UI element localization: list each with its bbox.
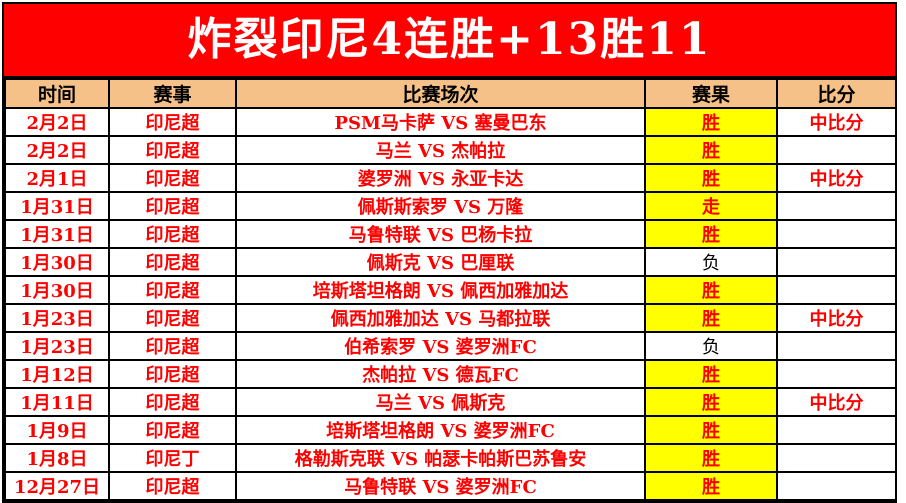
table-row: 1月9日 印尼超 培斯塔坦格朗 VS 婆罗洲FC 胜 (4, 415, 897, 445)
date-cell: 1月12日 (4, 359, 110, 389)
match-cell: 马鲁特联 VS 婆罗洲FC (235, 471, 646, 501)
result-cell: 胜 (644, 107, 778, 137)
date-cell: 1月31日 (4, 219, 110, 249)
table-row: 1月11日 印尼超 马兰 VS 佩斯克 胜 中比分 (4, 387, 897, 417)
league-cell: 印尼丁 (108, 443, 237, 473)
match-cell: 培斯塔坦格朗 VS 婆罗洲FC (235, 415, 646, 445)
score-cell (776, 219, 897, 249)
score-cell: 中比分 (776, 107, 897, 137)
score-cell (776, 135, 897, 165)
result-cell: 负 (644, 247, 778, 277)
results-table: 时间 赛事 比赛场次 赛果 比分 2月2日 印尼超 PSM马卡萨 VS 塞曼巴东… (4, 78, 897, 501)
table-row: 1月8日 印尼丁 格勒斯克联 VS 帕瑟卡帕斯巴苏鲁安 胜 (4, 443, 897, 473)
league-cell: 印尼超 (108, 219, 237, 249)
score-cell (776, 359, 897, 389)
result-cell: 胜 (644, 219, 778, 249)
match-cell: 佩西加雅加达 VS 马都拉联 (235, 303, 646, 333)
date-cell: 1月9日 (4, 415, 110, 445)
score-cell (776, 331, 897, 361)
column-header-time: 时间 (4, 78, 110, 109)
match-cell: 马兰 VS 杰帕拉 (235, 135, 646, 165)
result-cell: 胜 (644, 303, 778, 333)
table-row: 1月23日 印尼超 佩西加雅加达 VS 马都拉联 胜 中比分 (4, 303, 897, 333)
league-cell: 印尼超 (108, 331, 237, 361)
league-cell: 印尼超 (108, 415, 237, 445)
league-cell: 印尼超 (108, 471, 237, 501)
league-cell: 印尼超 (108, 247, 237, 277)
table-row: 1月31日 印尼超 佩斯斯索罗 VS 万隆 走 (4, 191, 897, 221)
table-row: 1月23日 印尼超 伯希索罗 VS 婆罗洲FC 负 (4, 331, 897, 361)
date-cell: 2月1日 (4, 163, 110, 193)
column-header-match: 比赛场次 (235, 78, 646, 109)
score-cell (776, 415, 897, 445)
league-cell: 印尼超 (108, 387, 237, 417)
league-cell: 印尼超 (108, 359, 237, 389)
date-cell: 1月30日 (4, 275, 110, 305)
table-row: 2月2日 印尼超 马兰 VS 杰帕拉 胜 (4, 135, 897, 165)
date-cell: 1月8日 (4, 443, 110, 473)
match-cell: 婆罗洲 VS 永亚卡达 (235, 163, 646, 193)
score-cell: 中比分 (776, 303, 897, 333)
table-row: 2月2日 印尼超 PSM马卡萨 VS 塞曼巴东 胜 中比分 (4, 107, 897, 137)
result-cell: 胜 (644, 275, 778, 305)
score-cell (776, 275, 897, 305)
match-cell: 杰帕拉 VS 德瓦FC (235, 359, 646, 389)
result-cell: 胜 (644, 163, 778, 193)
result-cell: 胜 (644, 359, 778, 389)
match-cell: 马鲁特联 VS 巴杨卡拉 (235, 219, 646, 249)
date-cell: 1月11日 (4, 387, 110, 417)
date-cell: 1月31日 (4, 191, 110, 221)
result-cell: 负 (644, 331, 778, 361)
table-row: 1月12日 印尼超 杰帕拉 VS 德瓦FC 胜 (4, 359, 897, 389)
league-cell: 印尼超 (108, 135, 237, 165)
score-cell (776, 247, 897, 277)
match-cell: 佩斯斯索罗 VS 万隆 (235, 191, 646, 221)
score-cell (776, 191, 897, 221)
score-cell (776, 471, 897, 501)
date-cell: 1月23日 (4, 303, 110, 333)
score-cell: 中比分 (776, 163, 897, 193)
column-header-result: 赛果 (644, 78, 778, 109)
page-title: 炸裂印尼4连胜+13胜11 (187, 14, 712, 65)
league-cell: 印尼超 (108, 303, 237, 333)
match-cell: 佩斯克 VS 巴厘联 (235, 247, 646, 277)
result-cell: 胜 (644, 471, 778, 501)
match-cell: 马兰 VS 佩斯克 (235, 387, 646, 417)
league-cell: 印尼超 (108, 191, 237, 221)
league-cell: 印尼超 (108, 163, 237, 193)
table-row: 12月27日 印尼超 马鲁特联 VS 婆罗洲FC 胜 (4, 471, 897, 501)
score-cell: 中比分 (776, 387, 897, 417)
result-cell: 胜 (644, 387, 778, 417)
score-cell (776, 443, 897, 473)
date-cell: 2月2日 (4, 107, 110, 137)
match-cell: 格勒斯克联 VS 帕瑟卡帕斯巴苏鲁安 (235, 443, 646, 473)
table-row: 1月30日 印尼超 佩斯克 VS 巴厘联 负 (4, 247, 897, 277)
league-cell: 印尼超 (108, 275, 237, 305)
match-cell: 培斯塔坦格朗 VS 佩西加雅加达 (235, 275, 646, 305)
result-cell: 胜 (644, 415, 778, 445)
table-row: 1月30日 印尼超 培斯塔坦格朗 VS 佩西加雅加达 胜 (4, 275, 897, 305)
match-cell: PSM马卡萨 VS 塞曼巴东 (235, 107, 646, 137)
table-header-row: 时间 赛事 比赛场次 赛果 比分 (4, 78, 897, 109)
result-cell: 走 (644, 191, 778, 221)
table-row: 1月31日 印尼超 马鲁特联 VS 巴杨卡拉 胜 (4, 219, 897, 249)
table-row: 2月1日 印尼超 婆罗洲 VS 永亚卡达 胜 中比分 (4, 163, 897, 193)
date-cell: 2月2日 (4, 135, 110, 165)
date-cell: 1月23日 (4, 331, 110, 361)
column-header-score: 比分 (776, 78, 897, 109)
result-cell: 胜 (644, 135, 778, 165)
match-cell: 伯希索罗 VS 婆罗洲FC (235, 331, 646, 361)
league-cell: 印尼超 (108, 107, 237, 137)
banner: 炸裂印尼4连胜+13胜11 (4, 4, 895, 78)
column-header-league: 赛事 (108, 78, 237, 109)
date-cell: 12月27日 (4, 471, 110, 501)
result-cell: 胜 (644, 443, 778, 473)
date-cell: 1月30日 (4, 247, 110, 277)
